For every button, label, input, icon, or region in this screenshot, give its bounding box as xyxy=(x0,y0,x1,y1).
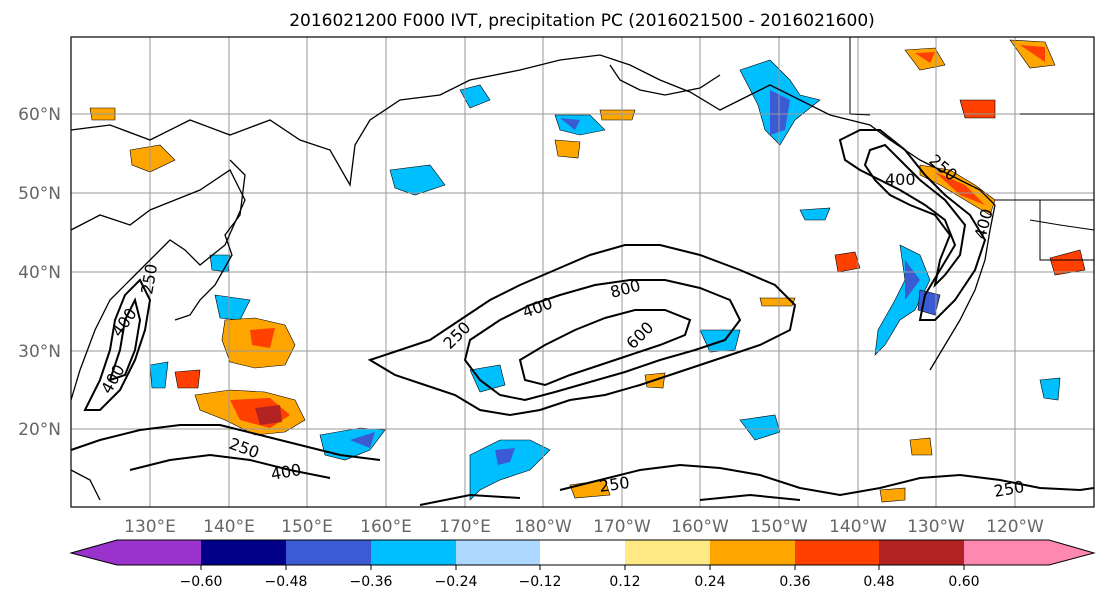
colorbar: −0.60 −0.48 −0.36 −0.24 −0.12 0.12 0.24 … xyxy=(69,539,1096,590)
precip-blob xyxy=(129,144,176,173)
colorbar-tick-label: −0.12 xyxy=(519,574,562,590)
longitude-labels: 130°E 140°E 150°E 160°E 170°E 180°W 170°… xyxy=(124,517,1044,537)
colorbar-segment xyxy=(71,540,201,565)
lon-label: 140°W xyxy=(829,517,887,537)
precip-blob xyxy=(255,405,282,425)
map-title: 2016021200 F000 IVT, precipitation PC (2… xyxy=(289,11,875,31)
ivt-contours xyxy=(70,129,1095,506)
precip-blob xyxy=(879,487,906,503)
colorbar-segment xyxy=(795,540,879,565)
precip-blob xyxy=(554,139,581,159)
colorbar-segment xyxy=(201,540,286,565)
precip-blob xyxy=(350,432,375,448)
precip-blob xyxy=(1049,249,1086,276)
precip-shading-positive xyxy=(89,39,1086,503)
colorbar-segment xyxy=(879,540,964,565)
colorbar-segment xyxy=(456,540,540,565)
colorbar-tick-label: −0.48 xyxy=(265,574,308,590)
lon-label: 130°W xyxy=(907,517,965,537)
lat-label: 60°N xyxy=(18,105,61,125)
colorbar-tick-label: 0.12 xyxy=(609,574,640,590)
precip-blob xyxy=(250,328,275,348)
lon-label: 120°W xyxy=(986,517,1044,537)
precip-blob xyxy=(770,90,790,135)
precip-blob xyxy=(739,414,781,441)
colorbar-outline xyxy=(69,539,1096,566)
colorbar-tick-label: −0.36 xyxy=(350,574,393,590)
precip-blob xyxy=(917,289,941,316)
lon-label: 150°W xyxy=(750,517,808,537)
lon-label: 170°W xyxy=(593,517,651,537)
colorbar-tick-label: 0.36 xyxy=(779,574,810,590)
precip-blob xyxy=(149,361,169,389)
precip-blob xyxy=(599,109,636,121)
precip-blob xyxy=(1020,45,1045,62)
precip-shading-negative xyxy=(149,59,1061,501)
lat-label: 40°N xyxy=(18,263,61,283)
precip-blob xyxy=(834,251,861,273)
precip-blob xyxy=(560,118,580,130)
lon-label: 170°E xyxy=(439,517,491,537)
precip-blob xyxy=(459,84,491,109)
borders xyxy=(849,37,1095,261)
colorbar-tick-label: 0.24 xyxy=(694,574,725,590)
latitude-labels: 60°N 50°N 40°N 30°N 20°N xyxy=(18,105,61,440)
precip-blob xyxy=(469,364,506,393)
lon-label: 140°E xyxy=(203,517,255,537)
lat-label: 20°N xyxy=(18,420,61,440)
map-frame xyxy=(70,36,1095,508)
graticule xyxy=(71,37,1094,507)
precip-blob xyxy=(905,260,920,300)
precip-blob xyxy=(935,172,985,205)
precip-blob xyxy=(174,369,201,389)
colorbar-tick-label: −0.60 xyxy=(180,574,223,590)
precip-blob xyxy=(909,437,933,456)
map-panel: 250 400 800 600 250 400 250 400 400 250 … xyxy=(70,36,1095,508)
colorbar-ticks xyxy=(200,565,965,570)
colorbar-segment xyxy=(625,540,710,565)
colorbar-segment xyxy=(710,540,795,565)
contour-label: 400 xyxy=(885,170,916,189)
colorbar-segment xyxy=(964,540,1094,565)
colorbar-tick-label: 0.60 xyxy=(948,574,979,590)
precip-blob xyxy=(959,99,996,119)
contour-label: 250 xyxy=(598,473,631,496)
lon-label: 160°W xyxy=(671,517,729,537)
lon-label: 130°E xyxy=(124,517,176,537)
precip-blob xyxy=(469,439,551,501)
colorbar-segment xyxy=(371,540,456,565)
colorbar-tick-label: 0.48 xyxy=(863,574,894,590)
precip-blob xyxy=(915,52,935,63)
precip-blob xyxy=(799,207,831,221)
lat-label: 30°N xyxy=(18,342,61,362)
colorbar-segment xyxy=(286,540,371,565)
lon-label: 150°E xyxy=(281,517,333,537)
precip-blob xyxy=(389,164,446,196)
precip-blob xyxy=(759,297,796,307)
colorbar-tick-label: −0.24 xyxy=(435,574,478,590)
colorbar-segment xyxy=(540,540,625,565)
precip-blob xyxy=(1039,377,1061,401)
precip-blob xyxy=(495,448,515,465)
lat-label: 50°N xyxy=(18,184,61,204)
lon-label: 180°W xyxy=(514,517,572,537)
lon-label: 160°E xyxy=(360,517,412,537)
